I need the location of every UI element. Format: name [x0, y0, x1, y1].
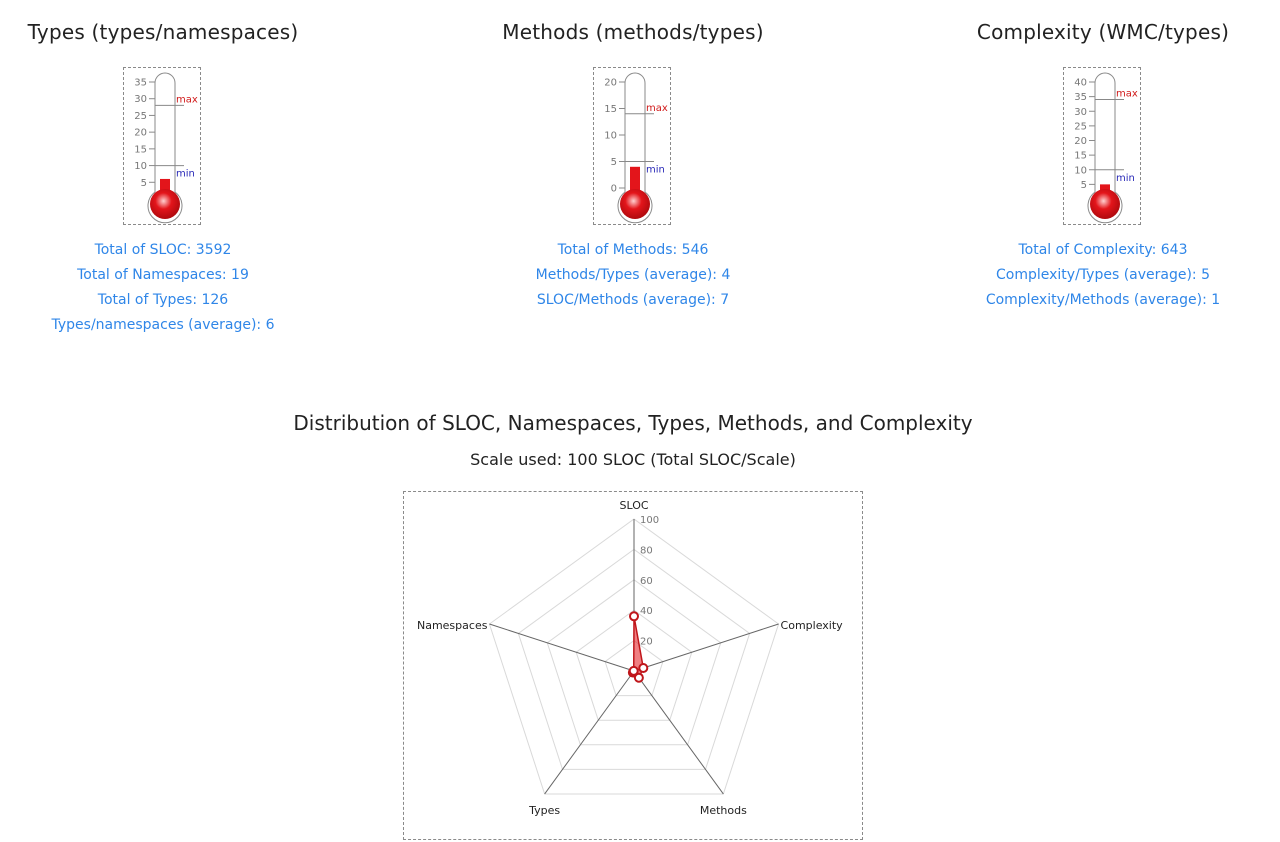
types-thermometer-svg: 35 30 25 20 15 10 5 max min: [134, 72, 198, 224]
min-marker-label: min: [1116, 173, 1135, 184]
thermometer-tick-label: 30: [1074, 107, 1087, 118]
thermometer-tick-label: 0: [611, 184, 617, 195]
max-marker-label: max: [1116, 89, 1138, 100]
stat-types-per-namespace: Types/namespaces (average): 6: [51, 317, 275, 333]
thermometer-tick-label: 30: [134, 94, 147, 105]
methods-thermometer-svg: 20 15 10 5 0 max min: [604, 72, 668, 224]
radar-title: Distribution of SLOC, Namespaces, Types,…: [293, 411, 973, 435]
complexity-title: Complexity (WMC/types): [976, 20, 1230, 44]
stat-total-complexity: Total of Complexity: 643: [1018, 242, 1188, 258]
radar-data-point: [633, 672, 644, 683]
stat-total-namespaces: Total of Namespaces: 19: [77, 267, 249, 283]
complexity-stats: Total of Complexity: 643 Complexity/Type…: [940, 238, 1266, 313]
thermometer-bulb: [620, 189, 650, 219]
radar-chart-svg: 100 80 60 40 20 SLOC Complexity Methods Types Nam…: [417, 499, 844, 817]
thermometer-tick-label: 15: [1074, 151, 1087, 162]
radar-axis-label: SLOC: [619, 499, 648, 512]
min-marker-label: min: [646, 165, 665, 176]
radar-axis-label: Methods: [700, 804, 747, 817]
radar-grid-ring: [575, 609, 693, 721]
radar-grid-ring: [546, 579, 722, 746]
radar-axis-line: [633, 623, 779, 672]
methods-thermometer: 20 15 10 5 0 max min: [593, 67, 671, 225]
stat-complexity-per-method: Complexity/Methods (average): 1: [985, 292, 1221, 308]
thermometer-tick-label: 25: [1074, 121, 1087, 132]
thermometer-bulb: [150, 189, 180, 219]
complexity-thermometer-svg: 40 35 30 25 20 15 10 5 max min: [1074, 72, 1138, 224]
stat-total-sloc: Total of SLOC: 3592: [94, 242, 232, 258]
thermometer-tick-label: 5: [1081, 180, 1087, 191]
radar-subtitle: Scale used: 100 SLOC (Total SLOC/Scale): [470, 450, 796, 469]
radar-axis-label: Types: [528, 804, 560, 817]
complexity-thermometer: 40 35 30 25 20 15 10 5 max min: [1063, 67, 1141, 225]
thermometer-mercury: [630, 166, 640, 204]
radar-grid-ring: [604, 639, 664, 697]
radar-scale-label: 100: [640, 515, 659, 526]
thermometer-tube: [1087, 72, 1123, 224]
stat-total-methods: Total of Methods: 546: [557, 242, 709, 258]
types-title: Types (types/namespaces): [27, 20, 299, 44]
radar-grid-ring: [517, 548, 751, 770]
thermometer-tick-label: 10: [1074, 165, 1087, 176]
radar-scale-label: 80: [640, 545, 653, 556]
radar-grid-ring: [488, 518, 780, 795]
thermometer-tick-label: 20: [134, 128, 147, 139]
types-thermometer: 35 30 25 20 15 10 5 max min: [123, 67, 201, 225]
thermometer-tick-label: 15: [134, 144, 147, 155]
max-marker-label: max: [646, 103, 668, 114]
radar-axis-line: [489, 623, 635, 672]
radar-data-point: [638, 662, 649, 673]
radar-data-point: [628, 665, 639, 676]
radar-data-point: [629, 611, 639, 622]
thermometer-tick-label: 35: [134, 78, 147, 89]
radar-axis-line: [544, 670, 635, 795]
thermometer-tick-label: 40: [1074, 78, 1087, 89]
thermometer-tube: [617, 72, 653, 224]
min-marker-label: min: [176, 169, 195, 180]
thermometer-tick-label: 5: [141, 178, 147, 189]
thermometer-tube: [147, 72, 183, 224]
thermometer-tick-label: 20: [1074, 136, 1087, 147]
thermometer-tick-label: 20: [604, 78, 617, 89]
thermometer-bulb: [1090, 189, 1120, 219]
thermometer-tick-label: 35: [1074, 92, 1087, 103]
radar-scale-label: 40: [640, 606, 653, 617]
stat-methods-per-type: Methods/Types (average): 4: [535, 267, 731, 283]
methods-title: Methods (methods/types): [502, 20, 764, 44]
stat-complexity-per-type: Complexity/Types (average): 5: [996, 267, 1210, 283]
radar-chart: 100 80 60 40 20 SLOC Complexity Methods Types Nam…: [403, 491, 863, 840]
radar-scale-label: 20: [640, 637, 653, 648]
radar-axis-line: [633, 670, 724, 795]
thermometer-tick-label: 5: [611, 157, 617, 168]
stat-sloc-per-method: SLOC/Methods (average): 7: [536, 292, 730, 308]
methods-stats: Total of Methods: 546 Methods/Types (ave…: [470, 238, 796, 313]
types-stats: Total of SLOC: 3592 Total of Namespaces:…: [0, 238, 326, 338]
thermometer-tick-label: 15: [604, 104, 617, 115]
radar-scale-label: 60: [640, 576, 653, 587]
thermometer-tick-label: 10: [604, 131, 617, 142]
thermometer-tick-label: 25: [134, 111, 147, 122]
stat-total-types: Total of Types: 126: [97, 292, 229, 308]
max-marker-label: max: [176, 94, 198, 105]
radar-axis-label: Complexity: [781, 619, 844, 632]
thermometer-tick-label: 10: [134, 161, 147, 172]
radar-axis-label: Namespaces: [417, 619, 488, 632]
